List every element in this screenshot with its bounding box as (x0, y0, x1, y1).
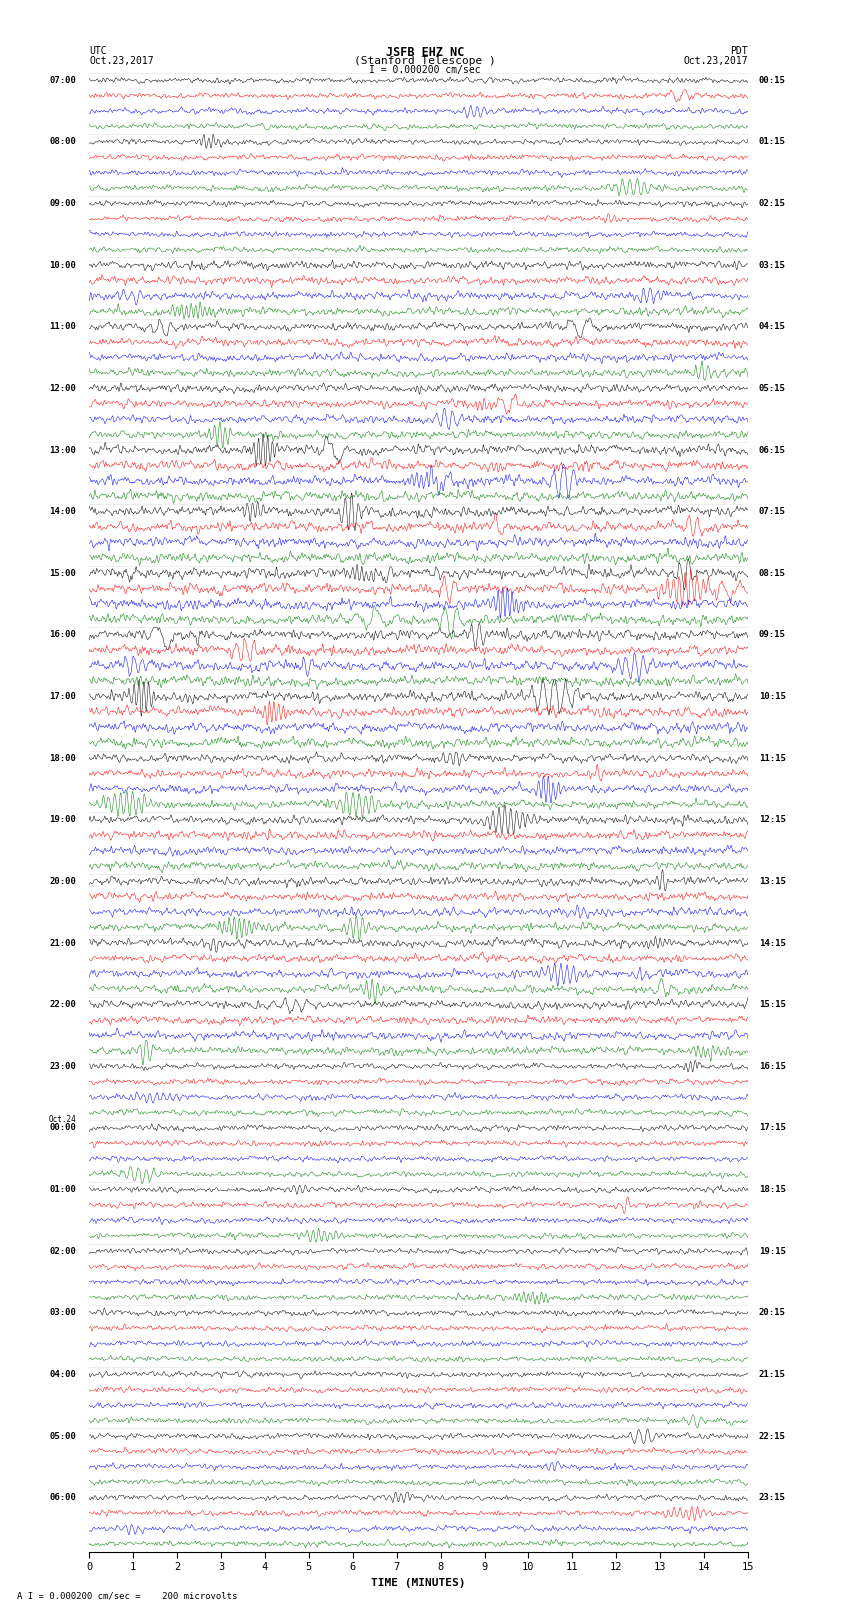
Text: 21:00: 21:00 (49, 939, 76, 947)
Text: 16:15: 16:15 (759, 1061, 786, 1071)
Text: 04:00: 04:00 (49, 1369, 76, 1379)
Text: 04:15: 04:15 (759, 323, 786, 331)
Text: 17:00: 17:00 (49, 692, 76, 702)
Text: 08:00: 08:00 (49, 137, 76, 147)
Text: 07:15: 07:15 (759, 506, 786, 516)
Text: 16:00: 16:00 (49, 631, 76, 639)
Text: 17:15: 17:15 (759, 1124, 786, 1132)
Text: 13:00: 13:00 (49, 445, 76, 455)
Text: Oct.23,2017: Oct.23,2017 (89, 56, 154, 66)
Text: 19:15: 19:15 (759, 1247, 786, 1257)
Text: 13:15: 13:15 (759, 877, 786, 886)
Text: 02:00: 02:00 (49, 1247, 76, 1257)
Text: 12:15: 12:15 (759, 815, 786, 824)
Text: Oct.24: Oct.24 (48, 1115, 76, 1124)
Text: 18:00: 18:00 (49, 753, 76, 763)
Text: 22:00: 22:00 (49, 1000, 76, 1010)
Text: 23:00: 23:00 (49, 1061, 76, 1071)
X-axis label: TIME (MINUTES): TIME (MINUTES) (371, 1578, 466, 1587)
Text: 03:00: 03:00 (49, 1308, 76, 1318)
Text: 03:15: 03:15 (759, 261, 786, 269)
Text: 05:00: 05:00 (49, 1432, 76, 1440)
Text: 06:15: 06:15 (759, 445, 786, 455)
Text: 01:00: 01:00 (49, 1186, 76, 1194)
Text: 02:15: 02:15 (759, 198, 786, 208)
Text: 11:00: 11:00 (49, 323, 76, 331)
Text: 09:15: 09:15 (759, 631, 786, 639)
Text: 08:15: 08:15 (759, 569, 786, 577)
Text: 06:00: 06:00 (49, 1494, 76, 1502)
Text: UTC: UTC (89, 45, 107, 56)
Text: JSFB EHZ NC: JSFB EHZ NC (386, 45, 464, 60)
Text: 07:00: 07:00 (49, 76, 76, 85)
Text: 20:00: 20:00 (49, 877, 76, 886)
Text: 14:00: 14:00 (49, 506, 76, 516)
Text: PDT: PDT (730, 45, 748, 56)
Text: 05:15: 05:15 (759, 384, 786, 394)
Text: 10:00: 10:00 (49, 261, 76, 269)
Text: 10:15: 10:15 (759, 692, 786, 702)
Text: 22:15: 22:15 (759, 1432, 786, 1440)
Text: 12:00: 12:00 (49, 384, 76, 394)
Text: 00:00: 00:00 (49, 1124, 76, 1132)
Text: 23:15: 23:15 (759, 1494, 786, 1502)
Text: 00:15: 00:15 (759, 76, 786, 85)
Text: I = 0.000200 cm/sec: I = 0.000200 cm/sec (369, 65, 481, 74)
Text: 21:15: 21:15 (759, 1369, 786, 1379)
Text: 01:15: 01:15 (759, 137, 786, 147)
Text: 20:15: 20:15 (759, 1308, 786, 1318)
Text: A I = 0.000200 cm/sec =    200 microvolts: A I = 0.000200 cm/sec = 200 microvolts (17, 1590, 237, 1600)
Text: 11:15: 11:15 (759, 753, 786, 763)
Text: 18:15: 18:15 (759, 1186, 786, 1194)
Text: 14:15: 14:15 (759, 939, 786, 947)
Text: 09:00: 09:00 (49, 198, 76, 208)
Text: Oct.23,2017: Oct.23,2017 (683, 56, 748, 66)
Text: 19:00: 19:00 (49, 815, 76, 824)
Text: (Stanford Telescope ): (Stanford Telescope ) (354, 56, 496, 66)
Text: 15:00: 15:00 (49, 569, 76, 577)
Text: 15:15: 15:15 (759, 1000, 786, 1010)
